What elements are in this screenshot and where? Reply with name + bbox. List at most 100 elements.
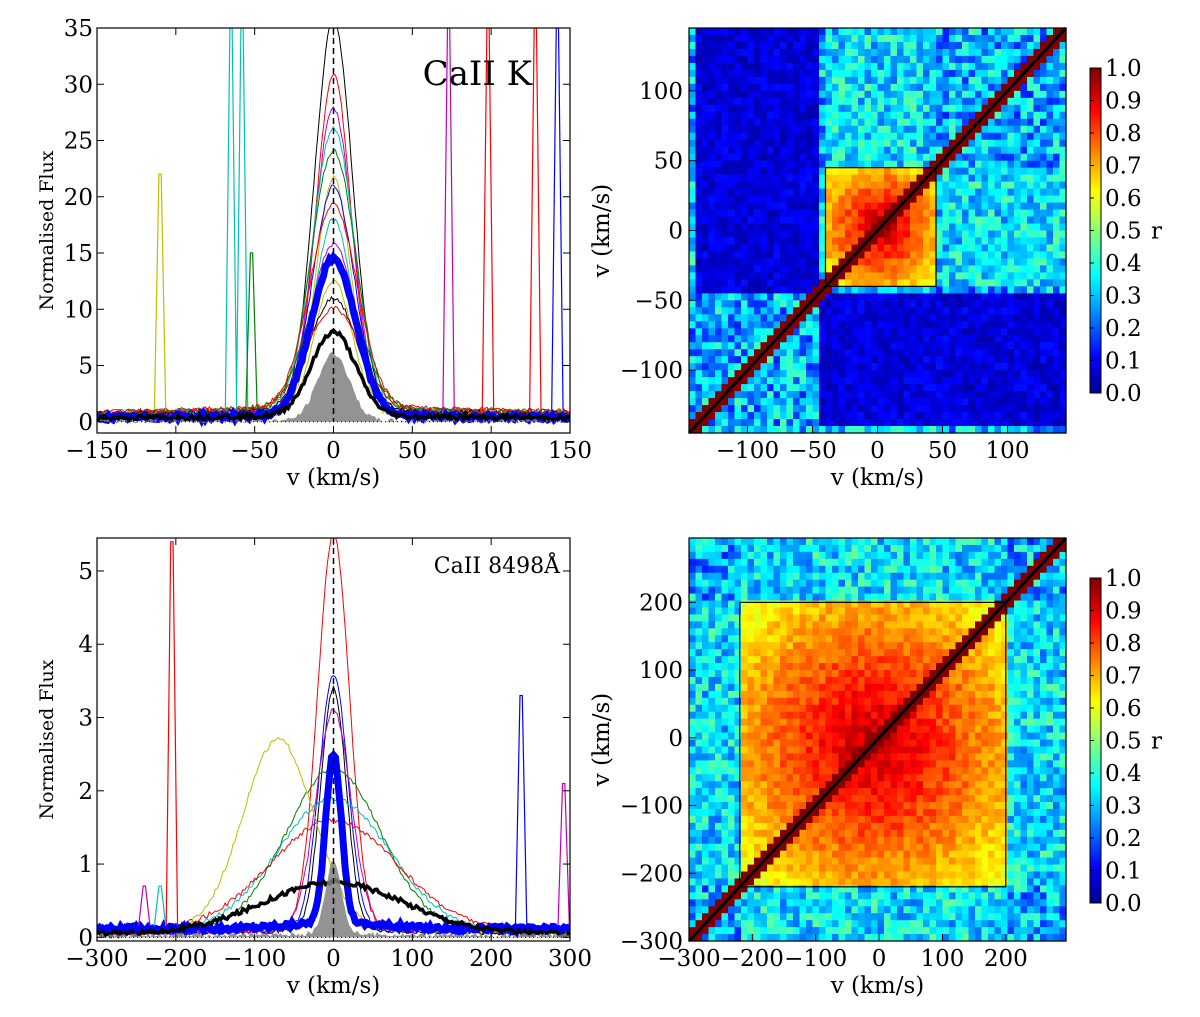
heatmap-cell: [864, 111, 872, 120]
heatmap-cell: [786, 370, 794, 378]
heatmap-cell: [799, 697, 807, 706]
heatmap-cell: [1046, 384, 1054, 392]
heatmap-cell: [871, 195, 879, 204]
heatmap-cell: [1020, 377, 1028, 385]
heatmap-cell: [949, 125, 957, 134]
heatmap-cell: [910, 223, 918, 232]
heatmap-cell: [786, 328, 794, 336]
heatmap-cell: [1059, 139, 1067, 148]
heatmap-cell: [864, 62, 872, 71]
heatmap-cell: [955, 342, 963, 350]
heatmap-cell: [936, 377, 944, 385]
heatmap-cell: [994, 188, 1002, 197]
heatmap-cell: [799, 544, 807, 553]
heatmap-cell: [754, 132, 762, 141]
heatmap-cell: [942, 391, 950, 399]
heatmap-cell: [767, 356, 775, 364]
heatmap-cell: [721, 906, 729, 914]
heatmap-cell: [780, 174, 788, 183]
heatmap-cell: [949, 272, 957, 280]
heatmap-cell: [812, 843, 820, 852]
heatmap-cell: [929, 28, 937, 36]
heatmap-cell: [747, 815, 755, 824]
heatmap-cell: [695, 864, 703, 873]
heatmap-cell: [994, 321, 1002, 329]
heatmap-cell: [721, 293, 729, 301]
heatmap-cell: [864, 160, 872, 169]
heatmap-cell: [845, 370, 853, 378]
heatmap-cell: [773, 663, 781, 671]
heatmap-cell: [702, 363, 710, 371]
heatmap-cell: [747, 892, 755, 900]
heatmap-cell: [754, 139, 762, 148]
heatmap-cell: [832, 34, 840, 43]
heatmap-cell: [793, 160, 801, 169]
heatmap-cell: [793, 419, 801, 427]
heatmap-cell: [793, 111, 801, 120]
heatmap-cell: [695, 704, 703, 713]
heatmap-cell: [734, 670, 742, 678]
heatmap-cell: [780, 781, 788, 789]
colorbar-tick-label: 0.3: [1105, 284, 1142, 310]
heatmap-cell: [968, 146, 976, 155]
heatmap-cell: [1033, 258, 1041, 267]
heatmap-cell: [741, 335, 749, 343]
heatmap-cell: [695, 795, 703, 803]
heatmap-cell: [721, 670, 729, 678]
heatmap-cell: [845, 69, 853, 78]
heatmap-cell: [773, 614, 781, 622]
spike-line-2: [138, 885, 151, 926]
heatmap-cell: [890, 118, 898, 127]
heatmap-cell: [819, 139, 827, 148]
heatmap-cell: [754, 69, 762, 78]
heatmap-cell: [962, 370, 970, 378]
heatmap-cell: [773, 836, 781, 845]
heatmap-cell: [773, 223, 781, 232]
heatmap-cell: [799, 363, 807, 371]
heatmap-cell: [773, 125, 781, 134]
heatmap-cell: [923, 293, 931, 301]
heatmap-cell: [786, 188, 794, 197]
heatmap-cell: [981, 419, 989, 427]
heatmap-cell: [767, 384, 775, 392]
heatmap-cell: [767, 676, 775, 685]
heatmap-cell: [942, 237, 950, 246]
heatmap-cell: [695, 370, 703, 378]
heatmap-cell: [799, 621, 807, 629]
heatmap-cell: [689, 795, 697, 803]
heatmap-cell: [689, 90, 697, 99]
heatmap-cell: [702, 670, 710, 678]
heatmap-cell: [728, 565, 736, 574]
heatmap-cell: [968, 419, 976, 427]
heatmap-cell: [975, 160, 983, 169]
heatmap-cell: [702, 202, 710, 211]
heatmap-cell: [715, 795, 723, 803]
heatmap-cell: [747, 265, 755, 273]
heatmap-cell: [1040, 237, 1048, 246]
heatmap-cell: [825, 934, 833, 942]
heatmap-cell: [786, 732, 794, 741]
heatmap-cell: [793, 767, 801, 775]
heatmap-cell: [793, 885, 801, 893]
heatmap-cell: [858, 195, 866, 204]
heatmap-cell: [708, 864, 716, 873]
heatmap-cell: [1040, 111, 1048, 120]
heatmap-cell: [708, 342, 716, 350]
heatmap-cell: [1053, 209, 1061, 218]
heatmap-cell: [734, 279, 742, 287]
heatmap-cell: [1027, 328, 1035, 336]
x-tick-label: 150: [548, 438, 592, 464]
heatmap-cell: [806, 607, 814, 616]
heatmap-cell: [715, 181, 723, 190]
heatmap-cell: [942, 223, 950, 232]
heatmap-cell: [728, 265, 736, 273]
heatmap-cell: [1046, 125, 1054, 134]
heatmap-cell: [1059, 62, 1067, 71]
heatmap-cell: [864, 349, 872, 357]
heatmap-cell: [916, 426, 924, 434]
heatmap-cell: [806, 97, 814, 106]
heatmap-cell: [741, 739, 749, 748]
heatmap-cell: [812, 586, 820, 595]
heatmap-cell: [819, 328, 827, 336]
heatmap-cell: [734, 843, 742, 852]
